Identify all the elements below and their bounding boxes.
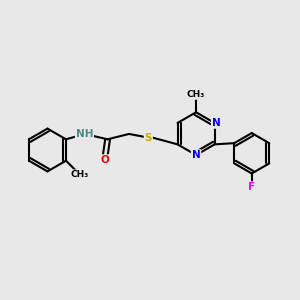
- Text: S: S: [145, 133, 152, 142]
- Text: CH₃: CH₃: [71, 170, 89, 179]
- Text: N: N: [192, 150, 200, 160]
- Text: CH₃: CH₃: [187, 90, 205, 99]
- Text: N: N: [212, 118, 220, 128]
- Text: F: F: [248, 182, 255, 192]
- Text: NH: NH: [76, 129, 93, 139]
- Text: O: O: [101, 155, 110, 165]
